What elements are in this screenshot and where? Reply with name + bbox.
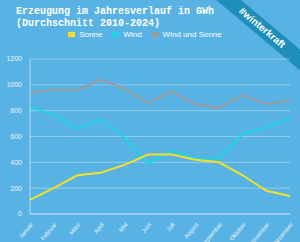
svg-text:Februar: Februar [40, 222, 58, 242]
html-text:Wind und Sonne: Wind und Sonne [162, 30, 222, 39]
html-text:Wind: Wind [123, 30, 142, 39]
html-text:Erzeugung im Jahresverlauf in: Erzeugung im Jahresverlauf in GWh [16, 6, 214, 17]
svg-text:Dezember: Dezember [272, 222, 292, 242]
svg-text:0: 0 [18, 210, 22, 217]
html-text:#winterkraft: #winterkraft [237, 5, 288, 50]
svg-text:August: August [183, 221, 200, 239]
svg-text:1200: 1200 [8, 55, 22, 62]
svg-text:April: April [93, 222, 105, 235]
svg-text:März: März [68, 222, 81, 236]
svg-text:200: 200 [10, 185, 22, 192]
svg-text:800: 800 [10, 107, 22, 114]
svg-text:Mai: Mai [118, 222, 129, 233]
svg-text:Juli: Juli [165, 222, 175, 233]
svg-text:400: 400 [10, 159, 22, 166]
svg-text:Januar: Januar [18, 222, 34, 240]
html-text:Sonne: Sonne [79, 30, 103, 39]
svg-text:Oktober: Oktober [228, 222, 246, 242]
html-text:(Durchschnitt 2010-2024): (Durchschnitt 2010-2024) [16, 18, 160, 29]
svg-text:November: November [248, 222, 270, 242]
svg-text:600: 600 [10, 133, 22, 140]
svg-text:1000: 1000 [8, 81, 22, 88]
svg-text:September: September [200, 222, 223, 242]
svg-text:Juni: Juni [141, 222, 153, 234]
